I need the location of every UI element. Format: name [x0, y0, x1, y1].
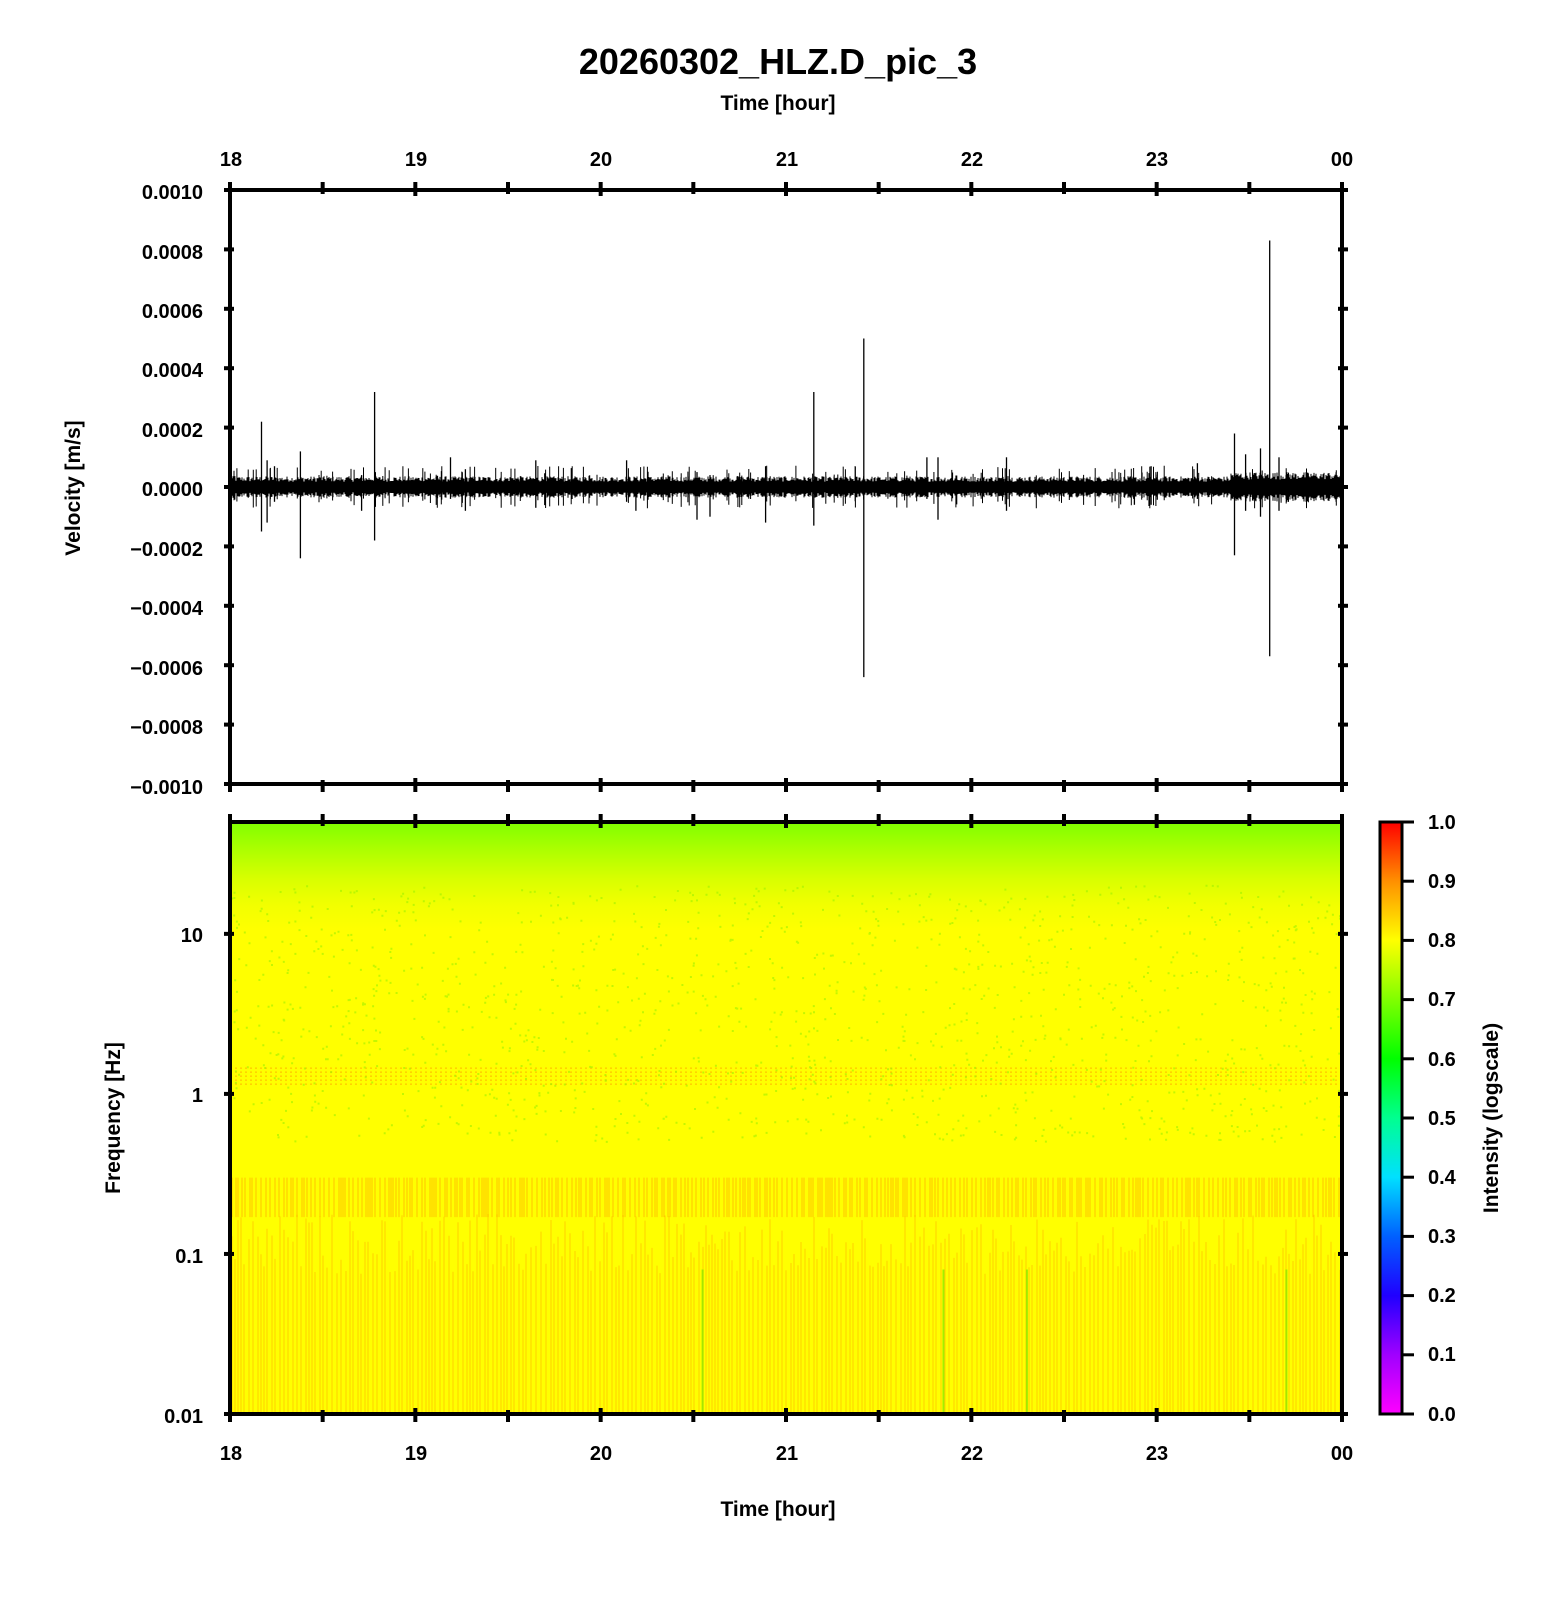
bottom-x-axis-label: Time [hour] — [720, 1498, 835, 1521]
colorbar-tick-label: 0.8 — [1428, 930, 1456, 952]
frequency-axis-label: Frequency [Hz] — [102, 1042, 125, 1194]
x-tick-label: 22 — [961, 149, 983, 171]
colorbar-ticks — [1402, 820, 1414, 1416]
y-tick-label: −0.0006 — [130, 658, 203, 680]
frequency-y-tick-labels: 10 1 0.1 0.01 — [164, 925, 203, 1428]
velocity-ticks — [224, 182, 1348, 792]
colorbar-tick-label: 0.9 — [1428, 871, 1456, 893]
colorbar-tick-label: 0.0 — [1428, 1404, 1456, 1426]
y-tick-label: 1 — [192, 1085, 203, 1107]
y-tick-label: −0.0004 — [130, 598, 204, 620]
x-tick-label: 19 — [405, 1443, 427, 1465]
y-tick-label: 0.0004 — [142, 360, 204, 382]
y-tick-label: 0.0010 — [142, 182, 203, 204]
x-tick-label: 21 — [776, 149, 798, 171]
colorbar-gradient — [1380, 822, 1402, 1414]
chart-title: 20260302_HLZ.D_pic_3 — [579, 41, 977, 82]
colorbar-tick-label: 0.1 — [1428, 1344, 1456, 1366]
x-tick-label: 00 — [1331, 1443, 1353, 1465]
y-tick-label: 0.01 — [164, 1406, 203, 1428]
y-tick-label: 0.0008 — [142, 242, 203, 264]
colorbar-tick-label: 0.5 — [1428, 1108, 1456, 1130]
colorbar: 1.0 0.9 0.8 0.7 0.6 0.5 0.4 0.3 0.2 0.1 … — [1378, 812, 1503, 1426]
x-tick-label: 18 — [220, 1443, 242, 1465]
x-tick-label: 18 — [220, 149, 242, 171]
velocity-panel: 0.0010 0.0008 0.0006 0.0004 0.0002 0.000… — [62, 182, 1348, 799]
y-tick-label: −0.0010 — [130, 777, 203, 799]
bottom-x-tick-labels: 18 19 20 21 22 23 00 — [220, 1443, 1353, 1465]
spectrogram-1hz-band — [230, 1067, 1342, 1085]
y-tick-label: −0.0008 — [130, 717, 203, 739]
y-tick-label: 0.0002 — [142, 420, 203, 442]
y-tick-label: −0.0002 — [130, 539, 203, 561]
x-tick-label: 21 — [776, 1443, 798, 1465]
velocity-noise-band — [229, 472, 1343, 502]
colorbar-tick-labels: 1.0 0.9 0.8 0.7 0.6 0.5 0.4 0.3 0.2 0.1 … — [1428, 812, 1457, 1426]
velocity-y-tick-labels: 0.0010 0.0008 0.0006 0.0004 0.0002 0.000… — [130, 182, 204, 799]
spectrogram-high-frequency-band — [230, 822, 1342, 1082]
top-x-tick-labels: 18 19 20 21 22 23 00 — [220, 149, 1353, 171]
colorbar-tick-label: 1.0 — [1428, 812, 1456, 834]
x-tick-label: 19 — [405, 149, 427, 171]
spectrogram-panel: 10 1 0.1 0.01 Frequency [Hz] 18 19 20 21… — [102, 814, 1353, 1521]
colorbar-tick-label: 0.7 — [1428, 989, 1456, 1011]
x-tick-label: 00 — [1331, 149, 1353, 171]
spectrogram-texture — [230, 884, 1344, 1414]
x-tick-label: 23 — [1146, 149, 1168, 171]
velocity-trace — [229, 240, 1343, 678]
colorbar-tick-label: 0.2 — [1428, 1285, 1456, 1307]
x-tick-label: 20 — [590, 149, 612, 171]
y-tick-label: 0.0000 — [142, 479, 203, 501]
colorbar-tick-label: 0.4 — [1428, 1167, 1457, 1189]
colorbar-label: Intensity (logscale) — [1480, 1023, 1503, 1213]
y-tick-label: 0.1 — [175, 1246, 203, 1268]
y-tick-label: 0.0006 — [142, 301, 203, 323]
velocity-axis-label: Velocity [m/s] — [62, 420, 85, 555]
top-x-axis-label: Time [hour] — [720, 92, 835, 115]
x-tick-label: 22 — [961, 1443, 983, 1465]
y-tick-label: 10 — [181, 925, 203, 947]
colorbar-tick-label: 0.3 — [1428, 1226, 1456, 1248]
colorbar-tick-label: 0.6 — [1428, 1049, 1456, 1071]
x-tick-label: 20 — [590, 1443, 612, 1465]
velocity-minor-spikes — [233, 465, 1342, 509]
spectrogram-ticks — [224, 814, 1348, 1422]
x-tick-label: 23 — [1146, 1443, 1168, 1465]
